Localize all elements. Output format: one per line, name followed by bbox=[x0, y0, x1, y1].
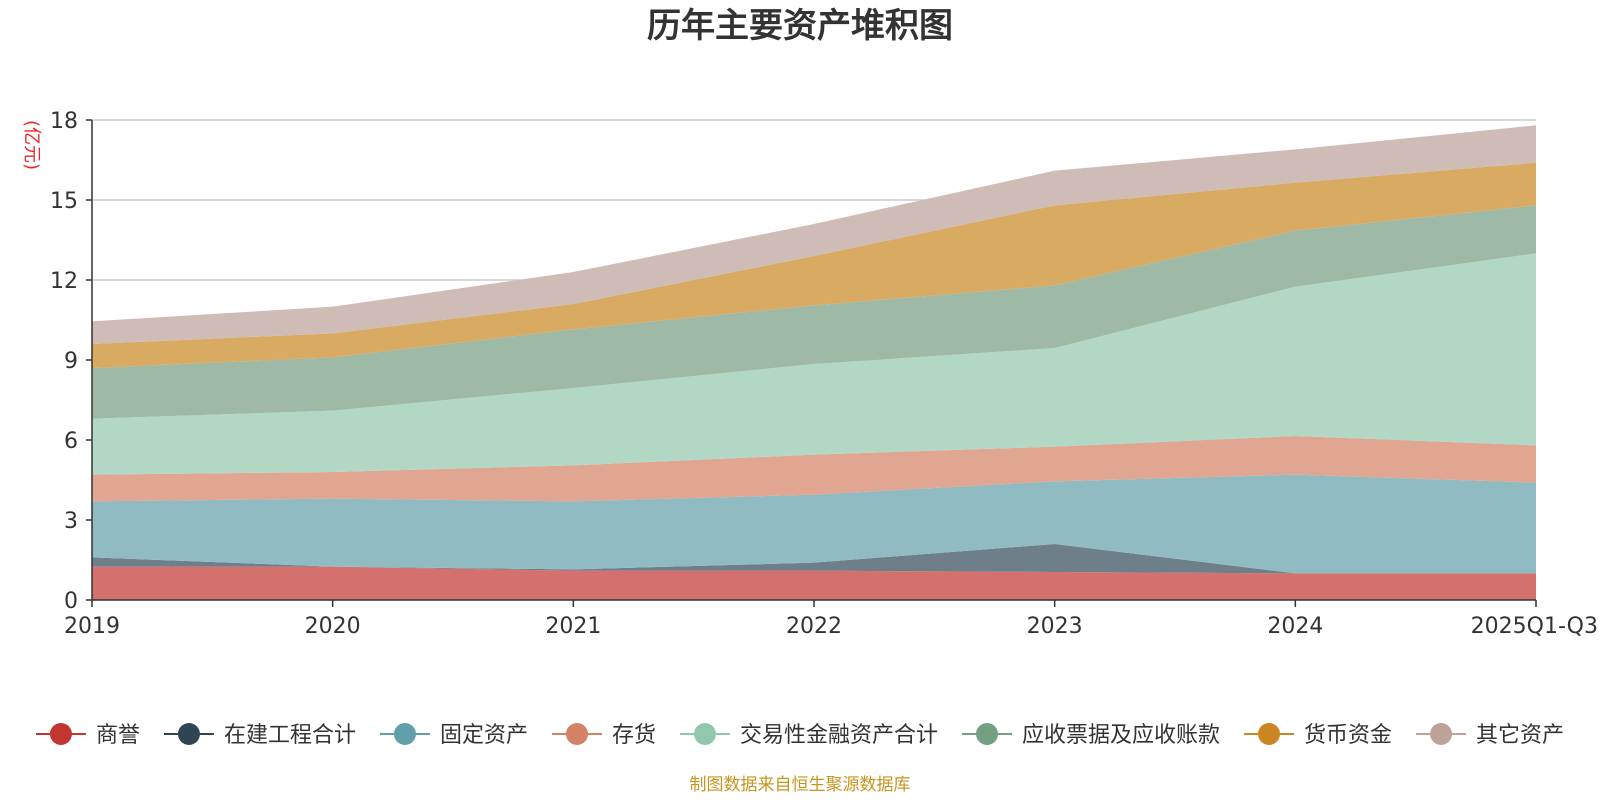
legend-marker-4 bbox=[694, 723, 716, 745]
area-0 bbox=[92, 566, 1536, 600]
legend-label-2: 固定资产 bbox=[440, 723, 528, 748]
x-tick-label-2: 2021 bbox=[545, 614, 601, 639]
area-3 bbox=[92, 436, 1536, 502]
area-2 bbox=[92, 474, 1536, 574]
y-tick-label-4: 12 bbox=[50, 269, 78, 294]
y-tick-label-3: 9 bbox=[64, 349, 78, 374]
legend-item-2[interactable]: 固定资产 bbox=[379, 723, 528, 748]
legend-marker-1 bbox=[177, 723, 200, 745]
legend-marker-7 bbox=[1430, 723, 1453, 745]
legend-label-0: 商誉 bbox=[96, 723, 140, 748]
legend-label-4: 交易性金融资产合计 bbox=[740, 723, 938, 748]
x-tick-label-0: 2019 bbox=[64, 614, 120, 639]
data-source-note: 制图数据来自恒生聚源数据库 bbox=[690, 775, 911, 795]
axes: 0 3 6 9 12 15 18 2019 2020 2021 2022 2023 2024 2025Q1… bbox=[50, 109, 1598, 639]
legend-marker-6 bbox=[1258, 723, 1281, 745]
legend-label-5: 应收票据及应收账款 bbox=[1022, 723, 1220, 748]
legend-item-4[interactable]: 交易性金融资产合计 bbox=[680, 723, 938, 748]
legend-label-7: 其它资产 bbox=[1476, 723, 1564, 748]
area-series bbox=[92, 125, 1536, 600]
chart-title: 历年主要资产堆积图 bbox=[647, 6, 953, 46]
x-tick-label-4: 2023 bbox=[1027, 614, 1083, 639]
x-tick-label-5: 2024 bbox=[1267, 614, 1323, 639]
y-axis-unit-label: (亿元) bbox=[21, 120, 42, 170]
area-6 bbox=[92, 162, 1536, 368]
area-1 bbox=[92, 544, 1536, 574]
legend-marker-0 bbox=[49, 723, 72, 745]
legend-item-1[interactable]: 在建工程合计 bbox=[163, 723, 356, 748]
legend-item-3[interactable]: 存货 bbox=[551, 723, 656, 748]
legend: 商誉 在建工程合计 固定资产 存货 交易性金融资产合计 应收票据及应收账款 货币资金 其它资产 bbox=[35, 723, 1564, 748]
legend-label-1: 在建工程合计 bbox=[224, 723, 356, 748]
x-tick-label-3: 2022 bbox=[786, 614, 842, 639]
y-tick-label-1: 3 bbox=[64, 509, 78, 534]
y-tick-label-6: 18 bbox=[50, 109, 78, 134]
area-7 bbox=[92, 125, 1536, 344]
legend-label-3: 存货 bbox=[612, 723, 656, 748]
legend-marker-5 bbox=[976, 723, 999, 745]
x-tick-label-6: 2025Q1-Q3 bbox=[1471, 614, 1598, 639]
legend-item-5[interactable]: 应收票据及应收账款 bbox=[962, 723, 1220, 748]
legend-item-0[interactable]: 商誉 bbox=[35, 723, 140, 748]
y-tick-label-0: 0 bbox=[64, 589, 78, 614]
y-tick-label-5: 15 bbox=[50, 189, 78, 214]
legend-marker-3 bbox=[565, 723, 588, 745]
legend-item-7[interactable]: 其它资产 bbox=[1416, 723, 1564, 748]
legend-marker-2 bbox=[393, 723, 416, 745]
y-tick-label-2: 6 bbox=[64, 429, 78, 454]
area-5 bbox=[92, 205, 1536, 419]
legend-label-6: 货币资金 bbox=[1304, 723, 1392, 748]
legend-item-6[interactable]: 货币资金 bbox=[1244, 723, 1392, 748]
x-tick-label-1: 2020 bbox=[305, 614, 361, 639]
